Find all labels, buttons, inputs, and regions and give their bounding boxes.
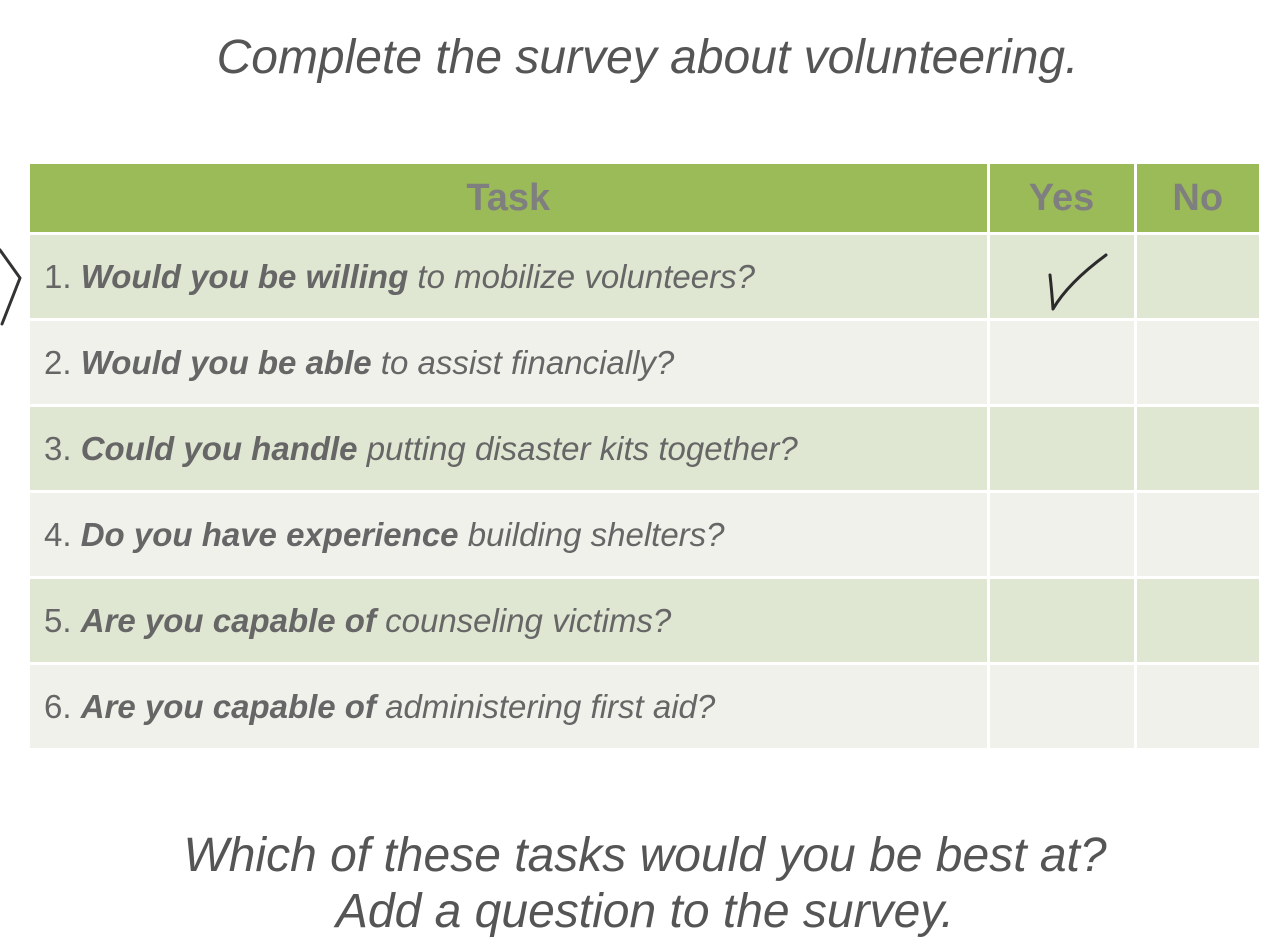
table-row: 1. Would you be willing to mobilize volu… (30, 233, 1259, 321)
question-number: 1. (44, 257, 72, 295)
checkmark-icon (1048, 253, 1107, 311)
question-lead: Are you capable of (80, 687, 376, 725)
yes-cell[interactable] (988, 577, 1137, 665)
task-cell: 3. Could you handle putting disaster kit… (30, 405, 990, 493)
question-rest: putting disaster kits together? (357, 429, 798, 467)
no-cell[interactable] (1135, 405, 1259, 493)
table-row: 6. Are you capable of administering firs… (30, 663, 1259, 748)
table-row: 4. Do you have experience building shelt… (30, 491, 1259, 579)
question-lead: Could you handle (80, 429, 358, 467)
bottom-prompt: Which of these tasks would you be best a… (0, 828, 1261, 940)
question-lead: Do you have experience (80, 515, 459, 553)
question-lead: Would you be able (80, 343, 372, 381)
bottom-prompt-line-2: Add a question to the survey. (335, 885, 955, 938)
task-cell: 4. Do you have experience building shelt… (30, 491, 990, 579)
bottom-prompt-line-1: Which of these tasks would you be best a… (183, 829, 1107, 882)
task-cell: 5. Are you capable of counseling victims… (30, 577, 990, 665)
question-rest: building shelters? (458, 515, 725, 553)
pointer-marker-icon (0, 248, 22, 326)
task-cell: 6. Are you capable of administering firs… (30, 663, 990, 748)
header-task: Task (30, 164, 990, 235)
question-rest: administering first aid? (375, 687, 716, 725)
header-no: No (1135, 164, 1259, 235)
question-rest: counseling victims? (375, 601, 672, 639)
no-cell[interactable] (1135, 577, 1259, 665)
page-title: Complete the survey about volunteering. (216, 31, 1079, 84)
question-rest: to assist financially? (371, 343, 675, 381)
task-cell: 2. Would you be able to assist financial… (30, 319, 990, 407)
yes-cell[interactable] (988, 233, 1137, 321)
yes-cell[interactable] (988, 405, 1137, 493)
header-yes: Yes (988, 164, 1137, 235)
yes-cell[interactable] (988, 319, 1137, 407)
question-number: 6. (44, 687, 72, 725)
question-number: 5. (44, 601, 72, 639)
question-number: 2. (44, 343, 72, 381)
yes-cell[interactable] (988, 663, 1137, 748)
question-number: 3. (44, 429, 72, 467)
question-rest: to mobilize volunteers? (408, 257, 755, 295)
no-cell[interactable] (1135, 319, 1259, 407)
survey-table: Task Yes No 1. Would you be willing to m… (30, 164, 1259, 748)
table-header-row: Task Yes No (30, 164, 1259, 235)
no-cell[interactable] (1135, 663, 1259, 748)
no-cell[interactable] (1135, 233, 1259, 321)
yes-cell[interactable] (988, 491, 1137, 579)
no-cell[interactable] (1135, 491, 1259, 579)
question-lead: Are you capable of (80, 601, 376, 639)
task-cell: 1. Would you be willing to mobilize volu… (30, 233, 990, 321)
table-row: 2. Would you be able to assist financial… (30, 319, 1259, 407)
table-row: 5. Are you capable of counseling victims… (30, 577, 1259, 665)
question-lead: Would you be willing (80, 257, 409, 295)
table-row: 3. Could you handle putting disaster kit… (30, 405, 1259, 493)
question-number: 4. (44, 515, 72, 553)
